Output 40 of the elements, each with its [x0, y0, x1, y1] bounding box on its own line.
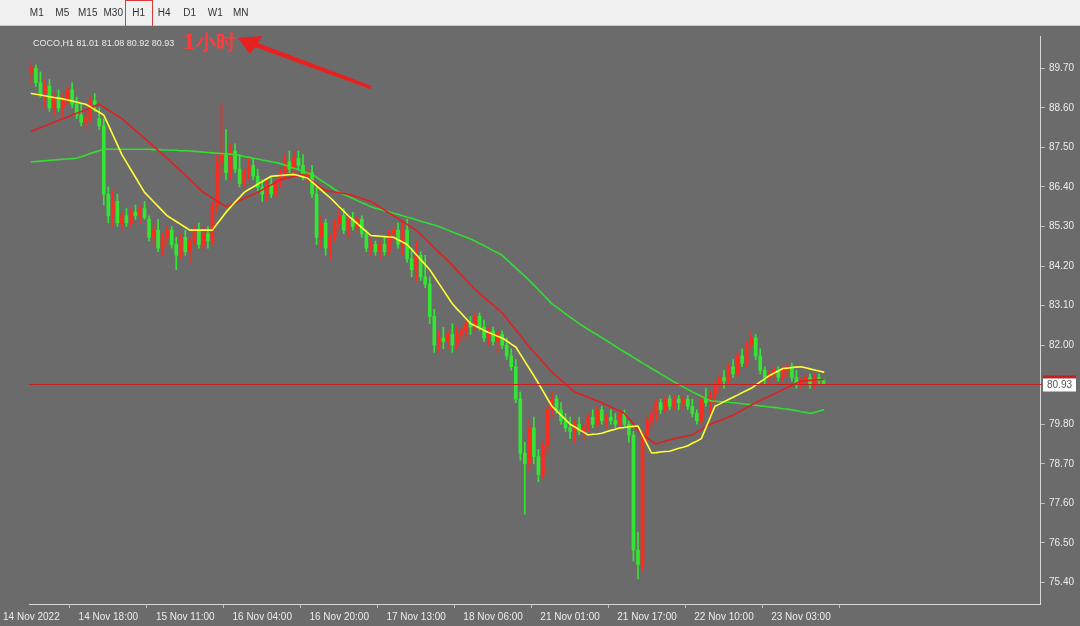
- candlestick: [722, 370, 726, 389]
- candlestick: [369, 236, 373, 256]
- y-tick-label: 78.70: [1048, 457, 1075, 469]
- text: H1: [131, 7, 147, 18]
- x-tick-label: 14 Nov 2022: [3, 610, 61, 622]
- y-tick-label: 76.50: [1048, 536, 1075, 548]
- text: W1: [206, 7, 224, 18]
- ref-line-label: 80.93: [1046, 379, 1073, 391]
- y-tick-label: 84.20: [1048, 259, 1075, 271]
- x-tick-label: 18 Nov 06:00: [463, 610, 524, 622]
- x-tick-label: 15 Nov 11:00: [155, 610, 216, 622]
- x-tick-label: 23 Nov 03:00: [771, 610, 832, 622]
- x-tick-label: 14 Nov 18:00: [78, 610, 139, 622]
- y-tick-label: 88.60: [1048, 101, 1075, 113]
- y-tick-label: 82.00: [1048, 338, 1075, 350]
- x-tick-label: 21 Nov 17:00: [617, 610, 678, 622]
- y-tick-label: 83.10: [1048, 299, 1075, 311]
- y-tick-label: 89.70: [1048, 62, 1075, 74]
- text: MN: [231, 7, 250, 18]
- y-tick-label: 87.50: [1048, 141, 1075, 153]
- x-tick-label: 16 Nov 04:00: [232, 610, 293, 622]
- x-tick-label: 16 Nov 20:00: [309, 610, 370, 622]
- y-tick-label: 85.30: [1048, 220, 1075, 232]
- candlestick: [522, 441, 527, 515]
- text: D1: [182, 7, 198, 18]
- y-tick-label: 79.80: [1048, 418, 1075, 429]
- y-tick-label: 77.60: [1048, 497, 1075, 509]
- text: H4: [156, 7, 172, 18]
- x-tick-label: 22 Nov 10:00: [694, 610, 755, 622]
- text: M1: [28, 7, 45, 18]
- text: M5: [54, 7, 71, 18]
- annotation: 1小时: [182, 30, 236, 54]
- y-tick-label: 86.40: [1048, 180, 1075, 192]
- y-tick-label: 75.40: [1048, 576, 1075, 588]
- candlestick: [441, 326, 446, 350]
- x-tick-label: 17 Nov 13:00: [386, 610, 447, 622]
- chart-title: COCO,H1 81.01 81.08 80.92 80.93: [33, 38, 175, 49]
- text: M15: [77, 7, 99, 18]
- x-tick-label: 21 Nov 01:00: [540, 610, 601, 622]
- text: M30: [102, 7, 124, 18]
